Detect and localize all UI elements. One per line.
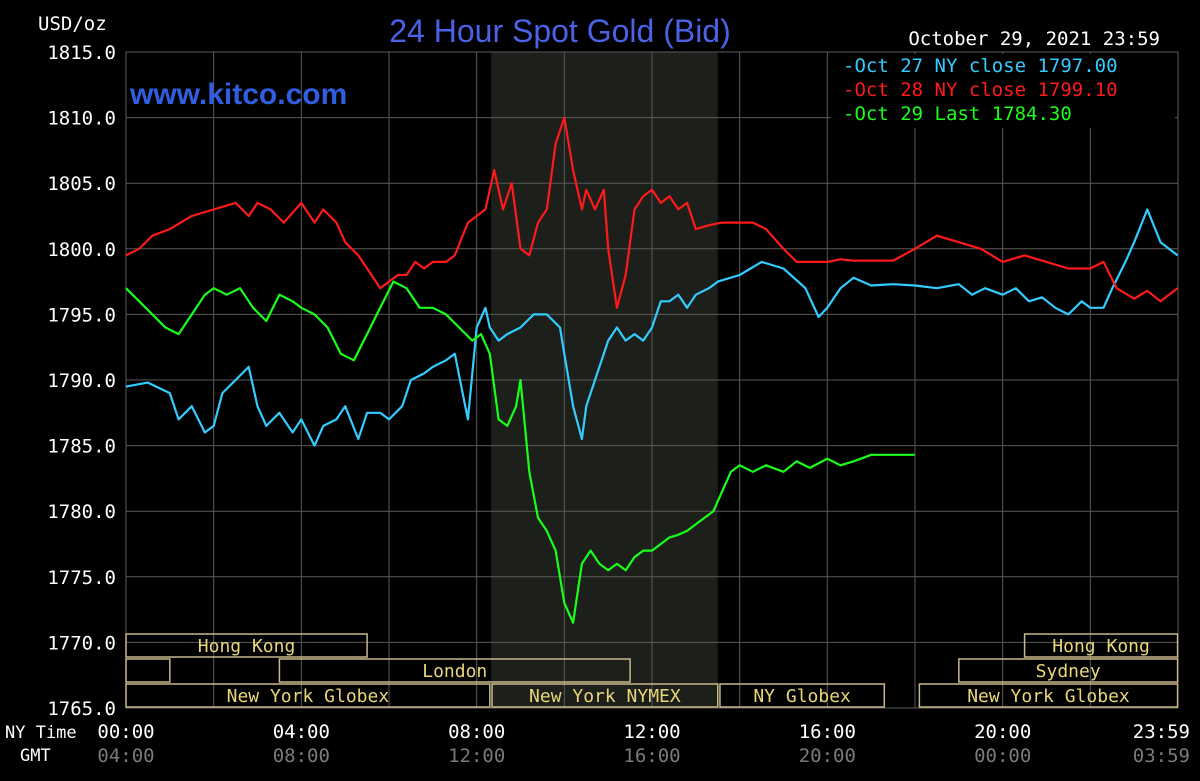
y-tick-label: 1785.0: [47, 436, 116, 458]
legend: -Oct 27 NY close 1797.00-Oct 28 NY close…: [831, 54, 1175, 128]
legend-entry: -Oct 27 NY close 1797.00: [843, 55, 1118, 77]
x-tick-labels: 00:00 04:00 08:00 12:00 16:00 20:00 23:5904:00…: [97, 721, 1190, 767]
session-label: Hong Kong: [1052, 636, 1150, 657]
session-bar: [125, 658, 171, 683]
x-tick-label-ny: 12:00: [623, 721, 680, 743]
x-tick-label-ny: 16:00: [799, 721, 856, 743]
x-tick-label-gmt: 20:00: [799, 745, 856, 767]
x-tick-label-ny: 20:00: [974, 721, 1031, 743]
x-tick-label-ny: 23:59: [1133, 721, 1190, 743]
y-tick-label: 1780.0: [47, 501, 116, 523]
y-tick-label: 1795.0: [47, 304, 116, 326]
y-tick-label: 1815.0: [47, 42, 116, 64]
session-bar: [918, 683, 1179, 708]
session-label: New York NYMEX: [529, 686, 681, 707]
x-tick-label-gmt: 03:59: [1133, 745, 1190, 767]
price-series: [125, 116, 1179, 624]
session-bar: [278, 658, 631, 683]
x-tick-label-gmt: 12:00: [448, 745, 505, 767]
x-tick-label-ny: 00:00: [97, 721, 154, 743]
y-tick-label: 1770.0: [47, 632, 116, 654]
x-tick-label-gmt: 16:00: [623, 745, 680, 767]
grid-lines: [125, 51, 1179, 709]
y-tick-label: 1765.0: [47, 698, 116, 720]
y-tick-label: 1805.0: [47, 173, 116, 195]
x-tick-label-gmt: 04:00: [97, 745, 154, 767]
session-label: NY Globex: [753, 686, 851, 707]
session-bar: [491, 683, 719, 708]
website-label: www.kitco.com: [129, 78, 347, 111]
x-tick-label-ny: 04:00: [273, 721, 330, 743]
x-axis-gmt-label: GMT: [20, 746, 51, 766]
session-bar: [125, 683, 491, 708]
series-line-1: [125, 208, 1179, 447]
session-label: New York Globex: [967, 686, 1130, 707]
y-tick-label: 1810.0: [47, 108, 116, 130]
series-line-2: [125, 116, 1179, 309]
session-bar: [1023, 633, 1179, 658]
session-bar: [125, 633, 368, 658]
legend-entry: -Oct 29 Last 1784.30: [843, 103, 1072, 125]
session-bar: [958, 658, 1179, 683]
y-tick-labels: 1815.0 1810.0 1805.0 1800.0 1795.0 1790.0 1785…: [47, 42, 116, 720]
series-line-3: [125, 280, 915, 624]
y-tick-label: 1800.0: [47, 239, 116, 261]
session-bar: [719, 683, 886, 708]
x-tick-label-gmt: 08:00: [273, 745, 330, 767]
session-bars: Hong Kong Hong Kong London Sydney New York G…: [125, 633, 1179, 708]
session-label: Sydney: [1036, 661, 1101, 682]
chart-title: 24 Hour Spot Gold (Bid): [389, 13, 731, 49]
x-tick-label-ny: 08:00: [448, 721, 505, 743]
legend-entry: -Oct 28 NY close 1799.10: [843, 79, 1118, 101]
y-axis-label: USD/oz: [38, 13, 107, 35]
x-axis-ny-label: NY Time: [5, 723, 77, 743]
session-label: New York Globex: [227, 686, 390, 707]
legend-box: [831, 54, 1175, 128]
x-tick-label-gmt: 00:00: [974, 745, 1031, 767]
session-label: London: [422, 661, 487, 682]
session-label: Hong Kong: [198, 636, 296, 657]
timestamp: October 29, 2021 23:59: [908, 28, 1160, 50]
y-tick-label: 1790.0: [47, 370, 116, 392]
y-tick-label: 1775.0: [47, 567, 116, 589]
